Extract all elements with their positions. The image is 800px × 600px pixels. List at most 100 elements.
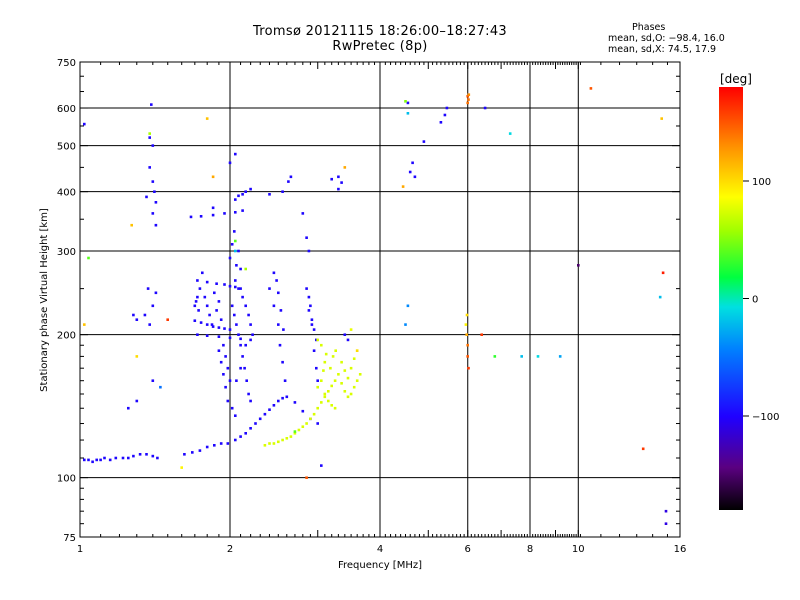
data-point-O (287, 180, 290, 183)
data-point-O (198, 449, 202, 452)
data-point-O (87, 458, 90, 462)
data-point-O (199, 215, 203, 218)
data-point-O (249, 187, 252, 191)
data-point-other (520, 355, 523, 358)
data-point-other (180, 466, 183, 469)
data-point-other (205, 117, 209, 120)
data-point-X (277, 440, 280, 444)
data-point-other (641, 447, 645, 451)
x-tick-label: 10 (572, 544, 585, 555)
data-point-O (208, 313, 211, 317)
data-point-O (234, 152, 237, 156)
data-point-O (413, 175, 417, 179)
y-tick-label: 500 (57, 142, 76, 153)
data-point-X (340, 382, 343, 385)
data-point-O (226, 399, 230, 403)
data-point-X (312, 412, 316, 416)
x-tick-label: 16 (674, 544, 687, 555)
data-point-O (219, 442, 223, 445)
data-point-O (230, 243, 234, 246)
data-point-other (493, 355, 497, 358)
data-point-O (201, 271, 204, 275)
data-point-X (352, 385, 356, 389)
data-point-O (285, 395, 289, 399)
data-point-O (197, 309, 200, 312)
data-point-X (352, 357, 356, 360)
data-point-other (577, 264, 580, 267)
data-point-X (285, 437, 289, 440)
data-point-O (215, 309, 218, 312)
data-point-O (211, 325, 215, 328)
data-point-O (224, 385, 227, 389)
data-point-other (658, 295, 662, 299)
data-point-O (307, 295, 311, 299)
data-point-O (307, 249, 311, 253)
x-tick-label: 2 (227, 544, 233, 555)
data-point-O (196, 279, 199, 282)
data-point-O (340, 181, 343, 184)
data-point-O (156, 456, 159, 460)
data-point-O (277, 323, 280, 326)
data-point-X (349, 366, 353, 370)
data-point-other (589, 87, 593, 90)
data-point-O (205, 304, 209, 308)
data-point-O (272, 404, 276, 407)
data-point-other (466, 343, 469, 347)
data-point-O (154, 201, 158, 204)
data-point-O (83, 458, 86, 462)
data-point-X (268, 442, 271, 445)
data-point-other (466, 95, 469, 98)
data-point-O (217, 335, 221, 338)
y-tick-label: 400 (57, 188, 76, 199)
data-point-X (334, 349, 337, 352)
data-point-O (196, 295, 199, 299)
data-point-X (330, 404, 333, 407)
data-point-O (191, 451, 194, 454)
data-point-O (223, 283, 226, 286)
data-point-O (198, 287, 202, 290)
data-point-other (244, 267, 247, 271)
data-point-O (230, 304, 234, 308)
data-point-O (211, 206, 215, 210)
data-point-X (355, 379, 359, 382)
data-point-X (323, 360, 327, 364)
data-point-other (234, 239, 237, 243)
phase-stats: Phases mean, sd,O: −98.4, 16.0 mean, sd,… (608, 22, 798, 55)
data-point-O (154, 291, 158, 295)
data-point-O (315, 366, 318, 370)
data-point-other (404, 323, 407, 326)
data-point-O (249, 399, 252, 403)
data-point-O (213, 291, 216, 295)
data-point-X (289, 435, 293, 438)
data-point-O (244, 190, 247, 193)
data-point-O (213, 444, 216, 447)
chart-title: Tromsø 20121115 18:26:00–18:27:43 (252, 24, 508, 39)
data-point-O (235, 264, 238, 267)
data-point-O (310, 318, 314, 321)
data-point-O (91, 460, 94, 464)
data-point-O (249, 427, 252, 430)
colorbar (719, 87, 743, 510)
data-point-O (234, 279, 237, 282)
data-point-X (320, 343, 323, 347)
data-point-other (466, 355, 469, 358)
data-point-O (234, 414, 237, 417)
data-point-O (151, 379, 155, 382)
data-points (83, 87, 668, 525)
data-point-O (235, 379, 238, 382)
data-point-O (258, 417, 262, 421)
data-point-O (330, 177, 333, 181)
data-point-other (660, 117, 663, 120)
data-point-O (241, 295, 244, 299)
data-point-O (145, 453, 148, 456)
data-point-O (223, 327, 226, 330)
data-point-X (333, 379, 337, 382)
data-point-O (223, 212, 226, 215)
data-point-O (217, 326, 221, 329)
data-point-O (205, 334, 209, 337)
data-point-O (239, 435, 242, 438)
y-tick-label: 100 (57, 474, 76, 485)
data-point-O (234, 211, 237, 214)
data-point-O (150, 103, 153, 106)
data-point-O (203, 295, 207, 299)
